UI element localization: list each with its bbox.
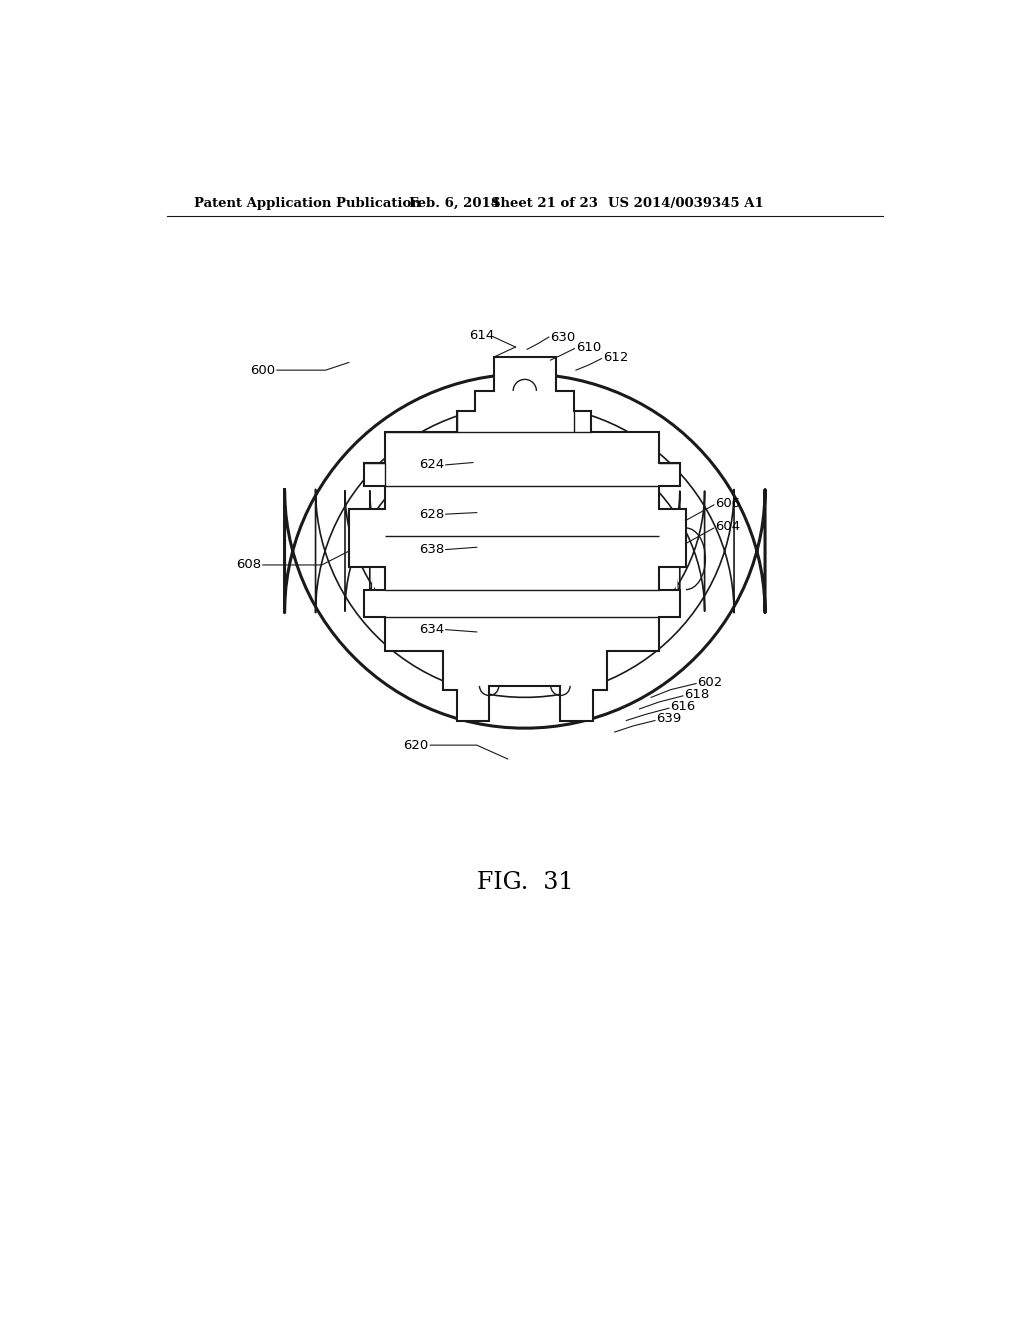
Text: 608: 608 [237, 558, 261, 572]
Text: Sheet 21 of 23: Sheet 21 of 23 [490, 197, 598, 210]
Text: 614: 614 [470, 329, 495, 342]
Text: 620: 620 [403, 739, 429, 751]
Text: Patent Application Publication: Patent Application Publication [194, 197, 421, 210]
Polygon shape [372, 459, 678, 643]
Text: 610: 610 [575, 341, 601, 354]
Text: 618: 618 [684, 688, 710, 701]
Text: Feb. 6, 2014: Feb. 6, 2014 [410, 197, 501, 210]
Text: 634: 634 [419, 623, 444, 636]
Text: 624: 624 [419, 458, 444, 471]
Text: US 2014/0039345 A1: US 2014/0039345 A1 [608, 197, 764, 210]
Text: 638: 638 [419, 543, 444, 556]
Text: 630: 630 [550, 330, 575, 343]
Text: 616: 616 [671, 700, 695, 713]
Text: 639: 639 [656, 713, 682, 726]
Text: 612: 612 [603, 351, 629, 363]
Text: 604: 604 [716, 520, 740, 533]
Text: 628: 628 [419, 508, 444, 520]
Text: 606: 606 [716, 496, 740, 510]
Polygon shape [349, 358, 686, 721]
Text: 600: 600 [250, 363, 275, 376]
Text: FIG.  31: FIG. 31 [476, 871, 573, 894]
Text: 602: 602 [697, 676, 723, 689]
